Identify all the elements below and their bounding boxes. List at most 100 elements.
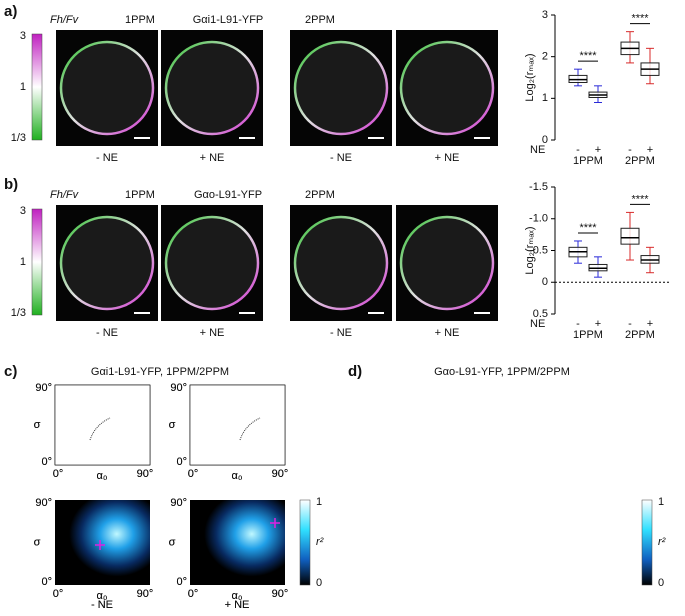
x-tick-label: 90° (272, 468, 289, 480)
vesicle (164, 215, 260, 311)
fit-trace (239, 417, 261, 441)
vesicle (293, 215, 389, 311)
x-axis-label: NE (530, 318, 545, 330)
x-axis-label: α₀ (232, 470, 243, 482)
y-tick-label: 0° (41, 576, 52, 588)
panel-label: c) (4, 363, 17, 380)
y-tick-label: 90° (170, 382, 187, 394)
y-axis-label: σ (34, 536, 41, 548)
y-axis-label: σ (169, 536, 176, 548)
fit-trace (89, 417, 111, 441)
construct-label: Gαo-L91-YFP (194, 189, 262, 201)
colorbar (299, 499, 311, 586)
y-tick-label: 1 (542, 92, 548, 104)
condition-label: + NE (225, 599, 250, 611)
group-label: 1PPM (573, 155, 603, 167)
vesicle (59, 40, 155, 136)
y-tick-label: 0.5 (533, 308, 548, 320)
heatmap (55, 500, 150, 585)
construct-label: Gαi1-L91-YFP (193, 14, 264, 26)
x-tick-label: 90° (272, 588, 289, 600)
x-tick-label: 90° (137, 468, 154, 480)
colorbar-tick: 1/3 (11, 132, 26, 144)
x-tick-label: 0° (53, 468, 64, 480)
y-tick-label: 0° (41, 456, 52, 468)
scatter-frame (54, 384, 151, 466)
image-label: + NE (435, 327, 460, 339)
significance-label: **** (631, 193, 649, 205)
image-label: + NE (200, 152, 225, 164)
x-tick-label: 0° (53, 588, 64, 600)
image-label: + NE (435, 152, 460, 164)
y-axis-label: σ (169, 419, 176, 431)
y-tick-label: 0° (176, 576, 187, 588)
y-tick-label: 3 (542, 9, 548, 21)
colorbar (31, 33, 43, 141)
condition-label: 2PPM (305, 14, 335, 26)
image-label: - NE (330, 152, 352, 164)
x-tick-label: - (628, 144, 632, 156)
y-tick-label: -1.5 (529, 181, 548, 193)
colorbar-tick: 0 (316, 577, 322, 589)
best-fit-marker (270, 518, 280, 528)
significance-label: **** (579, 222, 597, 234)
x-tick-label: + (647, 318, 653, 330)
y-tick-label: 90° (35, 497, 52, 509)
colorbar-tick: 1/3 (11, 307, 26, 319)
condition-label: 1PPM (125, 14, 155, 26)
y-tick-label: 0 (542, 134, 548, 146)
x-tick-label: 90° (137, 468, 154, 480)
y-tick-label: 0° (176, 576, 187, 588)
x-axis-label: NE (530, 144, 545, 156)
y-tick-label: -1.0 (529, 213, 548, 225)
map-title: Gαo-L91-YFP, 1PPM/2PPM (434, 366, 570, 378)
colorbar-tick: 1 (20, 81, 26, 93)
colorbar-tick: 3 (20, 205, 26, 217)
x-tick-label: 90° (137, 588, 154, 600)
y-axis-label: Log₂(rₘₐₓ) (524, 226, 536, 274)
significance-label: **** (631, 13, 649, 25)
vesicle (59, 215, 155, 311)
condition-label: + NE (225, 599, 250, 611)
colorbar-tick: 1 (316, 496, 322, 508)
vesicle (399, 215, 495, 311)
y-tick-label: 90° (35, 497, 52, 509)
vesicle (399, 40, 495, 136)
x-tick-label: 0° (53, 468, 64, 480)
y-tick-label: 0 (542, 276, 548, 288)
significance-label: **** (579, 50, 597, 62)
box (620, 227, 640, 245)
panel-label: b) (4, 176, 18, 193)
vesicle (293, 40, 389, 136)
x-tick-label: + (595, 318, 601, 330)
y-tick-label: 90° (35, 382, 52, 394)
x-axis-label: α₀ (97, 590, 108, 602)
x-tick-label: 90° (272, 468, 289, 480)
colorbar-tick: 1 (20, 256, 26, 268)
x-axis-label: α₀ (97, 470, 108, 482)
scatter-frame (189, 384, 286, 466)
condition-label: 2PPM (305, 189, 335, 201)
heatmap (190, 500, 285, 585)
x-tick-label: + (595, 144, 601, 156)
y-tick-label: 90° (170, 497, 187, 509)
image-label: - NE (330, 327, 352, 339)
group-label: 2PPM (625, 329, 655, 341)
y-tick-label: 0° (41, 576, 52, 588)
image-label: - NE (96, 152, 118, 164)
y-tick-label: 90° (35, 382, 52, 394)
x-tick-label: + (647, 144, 653, 156)
y-axis-label: σ (34, 419, 41, 431)
x-axis-label: α₀ (232, 590, 243, 602)
colorbar-label: r² (316, 536, 324, 548)
x-tick-label: 0° (188, 468, 199, 480)
y-tick-label: 0° (176, 456, 187, 468)
y-tick-label: 2 (542, 51, 548, 63)
condition-label: 1PPM (125, 189, 155, 201)
x-tick-label: 0° (188, 588, 199, 600)
vesicle (164, 40, 260, 136)
colorbar-tick: 1 (658, 496, 664, 508)
colorbar-label: r² (658, 536, 666, 548)
y-tick-label: -0.5 (529, 244, 548, 256)
